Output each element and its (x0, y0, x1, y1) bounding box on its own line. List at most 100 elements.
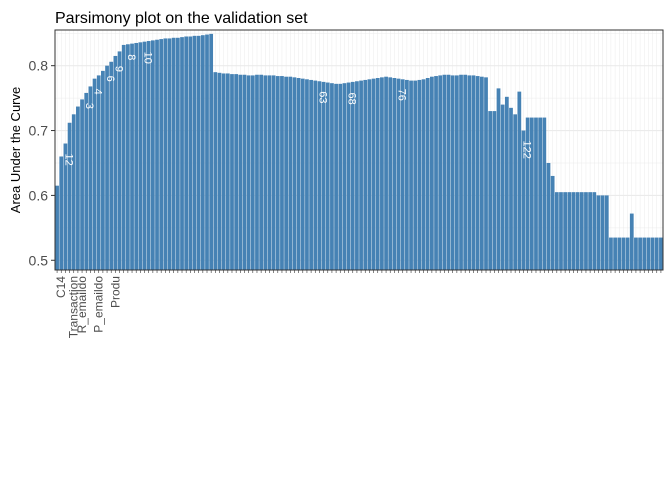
bar (159, 39, 164, 270)
bar (213, 72, 218, 270)
bar (654, 237, 659, 270)
bar (234, 74, 239, 270)
bar (192, 35, 197, 271)
bar (321, 81, 326, 270)
y-tick-label: 0.5 (29, 252, 49, 268)
bars (55, 33, 663, 271)
bar (309, 79, 313, 270)
x-tick-label: Transaction (67, 276, 81, 338)
bar (546, 162, 551, 270)
bar (554, 192, 559, 270)
bar (642, 237, 647, 270)
bar (534, 117, 538, 270)
bar (84, 92, 89, 271)
bar-label: 9 (112, 66, 124, 72)
bar-label: 68 (346, 93, 358, 105)
bar (184, 36, 189, 271)
bar (613, 237, 617, 270)
bar (367, 79, 372, 270)
bar (538, 117, 543, 270)
bar (380, 77, 384, 270)
bar (529, 117, 534, 270)
bar (504, 96, 509, 270)
bar (325, 82, 330, 270)
bar (496, 88, 501, 270)
bar (284, 76, 288, 271)
bar (134, 42, 139, 270)
bar (638, 237, 642, 270)
bar (300, 78, 305, 270)
bar (63, 143, 68, 270)
bar (525, 117, 530, 270)
bar (604, 195, 609, 270)
chart-title: Parsimony plot on the validation set (55, 10, 308, 27)
bar (592, 192, 597, 270)
bar (646, 237, 651, 270)
bar (175, 37, 180, 270)
bar (363, 79, 368, 270)
bar (288, 76, 293, 271)
bar (117, 51, 122, 270)
bar-label: 63 (316, 91, 328, 103)
bar (271, 75, 276, 271)
bar (92, 78, 97, 270)
bar (454, 75, 459, 271)
bar (275, 76, 280, 271)
bar (584, 192, 588, 270)
x-tick-label: R_emaildo (75, 276, 89, 334)
bar (617, 237, 622, 270)
bar (600, 195, 605, 270)
bar (88, 86, 93, 270)
bar (471, 75, 476, 271)
bar (384, 76, 388, 271)
bar (388, 77, 393, 270)
bar (163, 38, 168, 270)
bar-labels: 12 3 4 6 98 10 63 68 76 122 (62, 52, 532, 166)
bar (359, 80, 363, 270)
bar (150, 40, 155, 270)
bar (217, 72, 222, 270)
bar (500, 104, 505, 270)
bar (550, 175, 555, 270)
bar (296, 78, 301, 270)
bar (596, 195, 601, 270)
bar (634, 237, 638, 270)
bar (313, 80, 318, 270)
bar (196, 35, 201, 271)
bar (621, 237, 626, 270)
bar (221, 73, 226, 270)
bar (138, 42, 143, 270)
bar (513, 114, 518, 270)
bar (400, 79, 405, 270)
bar (171, 37, 176, 270)
bar (317, 81, 322, 270)
bar (346, 82, 351, 270)
bar (230, 74, 234, 270)
bar (180, 37, 184, 271)
bar (334, 83, 338, 271)
bar (255, 74, 259, 270)
bar (238, 74, 243, 270)
bar (292, 77, 297, 270)
bar (105, 65, 109, 270)
bar (492, 111, 497, 270)
bar-label: 122 (520, 141, 532, 159)
bar (488, 111, 493, 270)
bar (371, 78, 376, 270)
bar (609, 237, 613, 270)
bar (409, 80, 413, 270)
bar (438, 75, 443, 271)
bar (484, 77, 488, 270)
bar-label: 76 (396, 89, 408, 101)
bar (392, 78, 397, 270)
bar (467, 75, 472, 271)
bar (475, 76, 480, 271)
bar (209, 33, 214, 270)
bar (76, 106, 80, 270)
bar (625, 237, 630, 270)
bar (459, 74, 463, 270)
bar (146, 41, 151, 271)
panel-border (54, 29, 664, 271)
bar (575, 192, 580, 270)
bar (542, 117, 547, 270)
